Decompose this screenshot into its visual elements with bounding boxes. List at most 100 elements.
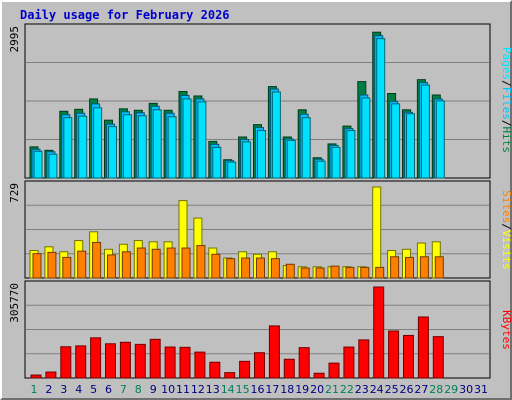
bar-pages <box>376 38 386 179</box>
side-legend: Sites/Visits <box>500 190 512 270</box>
bar-sites <box>166 247 176 279</box>
bar-sites <box>136 247 146 279</box>
legend-separator: / <box>500 120 512 127</box>
x-tick-label: 31 <box>474 383 488 396</box>
bar-sites <box>300 267 310 279</box>
x-tick-label: 5 <box>90 383 97 396</box>
bar-sites <box>241 257 251 279</box>
bar-kbytes <box>283 358 295 379</box>
x-tick-label: 6 <box>105 383 112 396</box>
x-tick-label: 15 <box>236 383 250 396</box>
x-tick-label: 29 <box>444 383 458 396</box>
bar-sites <box>270 258 280 279</box>
x-tick-label: 3 <box>60 383 67 396</box>
bar-pages <box>212 146 222 179</box>
bar-pages <box>361 97 371 179</box>
bar-pages <box>48 153 58 179</box>
bar-kbytes <box>343 346 355 379</box>
bar-sites <box>315 267 325 279</box>
chart-title: Daily usage for February 2026 <box>20 8 230 22</box>
bar-kbytes <box>134 343 146 379</box>
x-tick-label: 26 <box>400 383 414 396</box>
bar-sites <box>211 253 221 279</box>
bar-pages <box>391 103 401 179</box>
bar-sites <box>196 245 206 279</box>
legend-pages: Pages <box>500 47 512 80</box>
x-tick-label: 11 <box>176 383 190 396</box>
bar-kbytes <box>45 371 57 379</box>
bar-pages <box>63 117 73 179</box>
bar-kbytes <box>239 360 251 379</box>
bar-pages <box>122 114 132 179</box>
x-tick-label: 19 <box>295 383 309 396</box>
bar-kbytes <box>194 351 206 379</box>
bar-pages <box>271 91 281 179</box>
bar-pages <box>137 115 147 179</box>
x-tick-label: 2 <box>45 383 52 396</box>
x-tick-label: 23 <box>355 383 369 396</box>
bar-kbytes <box>209 361 221 379</box>
bar-kbytes <box>417 316 429 379</box>
bar-sites <box>121 251 131 279</box>
legend-files: Files <box>500 87 512 120</box>
bar-sites <box>32 253 42 279</box>
legend-kbytes: KBytes <box>500 310 512 350</box>
bar-kbytes <box>313 372 325 379</box>
bar-sites <box>47 251 57 279</box>
x-tick-label: 21 <box>325 383 339 396</box>
bar-kbytes <box>388 330 400 379</box>
bar-kbytes <box>432 336 444 379</box>
bar-kbytes <box>298 347 310 379</box>
bar-kbytes <box>373 286 385 379</box>
bar-pages <box>286 139 296 179</box>
bar-kbytes <box>105 343 116 379</box>
bar-sites <box>62 256 72 279</box>
x-tick-label: 22 <box>340 383 354 396</box>
bar-kbytes <box>149 338 161 379</box>
bar-kbytes <box>119 341 131 379</box>
bar-kbytes <box>224 372 236 379</box>
bar-sites <box>107 254 116 279</box>
x-tick-label: 7 <box>120 383 127 396</box>
bar-pages <box>227 161 237 179</box>
bar-sites <box>419 256 429 279</box>
bar-kbytes <box>30 374 42 379</box>
bar-pages <box>435 100 445 179</box>
y-max-label: 729 <box>8 183 21 203</box>
legend-separator: / <box>500 80 512 87</box>
bar-kbytes <box>179 346 191 379</box>
x-tick-label: 4 <box>75 383 82 396</box>
x-tick-label: 24 <box>370 383 384 396</box>
bar-sites <box>151 248 161 279</box>
bar-pages <box>301 117 311 179</box>
bar-kbytes <box>90 337 102 379</box>
legend-separator: / <box>500 223 512 230</box>
bar-kbytes <box>60 346 72 379</box>
x-tick-label: 13 <box>206 383 220 396</box>
bar-pages <box>346 130 356 179</box>
x-tick-label: 10 <box>161 383 175 396</box>
bar-pages <box>167 116 177 179</box>
bar-pages <box>93 107 103 179</box>
x-tick-label: 25 <box>385 383 399 396</box>
bar-sites <box>375 266 385 279</box>
legend-visits: Visits <box>500 230 512 270</box>
bar-pages <box>152 109 162 179</box>
x-tick-label: 1 <box>31 383 38 396</box>
bar-sites <box>390 256 400 279</box>
bar-sites <box>77 250 87 279</box>
x-tick-label: 27 <box>414 383 428 396</box>
bar-pages <box>420 84 430 179</box>
bar-kbytes <box>358 339 370 379</box>
bar-pages <box>406 113 415 179</box>
x-tick-label: 30 <box>459 383 473 396</box>
x-tick-label: 12 <box>191 383 205 396</box>
x-tick-label: 8 <box>135 383 142 396</box>
bar-sites <box>345 266 355 279</box>
y-max-label: 305770 <box>8 283 21 323</box>
bar-kbytes <box>75 345 87 379</box>
bar-kbytes <box>254 352 265 379</box>
bar-kbytes <box>403 334 414 379</box>
bar-sites <box>181 247 191 279</box>
